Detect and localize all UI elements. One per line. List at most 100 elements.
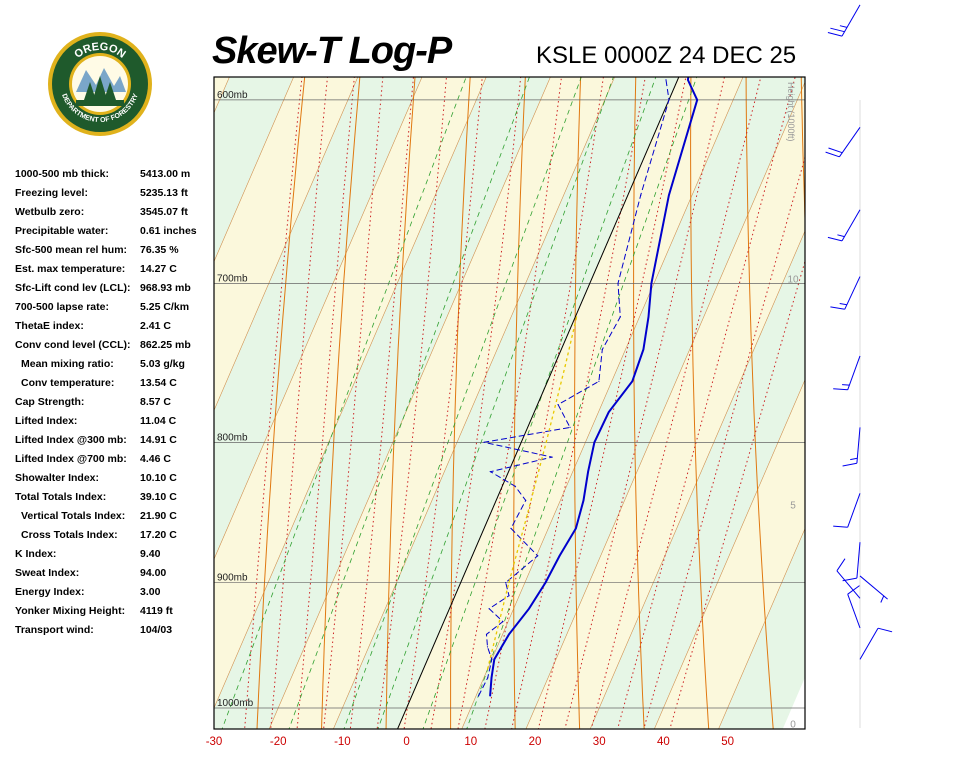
wind-barb-shaft [844,276,861,310]
temperature-point [490,677,493,679]
index-label: Lifted Index @700 mb: [15,453,127,465]
index-label: Mean mixing ratio: [21,358,114,370]
temperature-point [508,633,510,635]
isotherm-line [461,77,744,729]
wind-barb [847,585,861,629]
dewpoint-point [537,555,539,557]
temperature-tick-label: 50 [721,736,734,748]
temperature-point [575,527,577,530]
wind-barb-half [839,303,847,306]
height-axis-title: Height (1000ft) [786,82,796,142]
dewpoint-point [619,316,621,318]
dewpoint-point [551,456,553,458]
index-label: Transport wind: [15,624,94,636]
dewpoint-point [557,404,559,406]
wind-barb-half [842,384,850,386]
index-value: 0.61 inches [140,225,197,237]
dewpoint-point [483,441,485,443]
wind-barb-shaft [856,427,861,464]
freezing-isotherm [396,77,680,729]
dewpoint-point [510,527,512,530]
wind-barb [825,127,861,158]
dewpoint-point [640,194,642,196]
dewpoint-point [668,99,670,101]
temperature-point [582,499,585,501]
wind-barb-half [880,595,885,603]
index-label: Lifted Index: [15,415,78,427]
moist-adiabat [376,77,447,729]
wind-barb-full [842,462,857,467]
moist-adiabat [643,155,805,729]
moist-adiabat [349,77,414,729]
dewpoint-point [514,485,516,487]
wind-barb-half [839,25,848,28]
wind-barb [836,558,861,599]
dewpoint-point [489,471,492,473]
wind-barb-shaft [847,594,861,629]
wind-barb-shaft [856,542,861,579]
index-value: 3.00 [140,586,161,598]
wind-barb [830,276,861,310]
dewpoint-point [691,17,692,18]
index-label: Freezing level: [15,187,88,199]
parcel-point [576,316,578,318]
parcel-point [545,441,547,443]
index-label: Yonker Mixing Height: [15,605,126,617]
isotherm-line [268,77,551,729]
height-tick-label: 0 [790,719,796,730]
index-value: 862.25 mb [140,339,191,351]
temperature-point [668,194,670,196]
wind-barb-shaft [841,4,861,37]
index-label: Vertical Totals Index: [21,510,126,522]
svg-text:OREGON: OREGON [72,41,127,61]
isotherm-band [214,77,551,729]
height-tick-label: 10 [787,274,799,285]
wind-barb-full [828,147,843,154]
wind-barb-full [836,558,846,572]
index-label: Sweat Index: [15,567,80,579]
dry-adiabat [800,77,805,232]
plot-frame [213,76,806,730]
index-value: 104/03 [140,624,173,636]
mixing-ratio-line [288,77,530,729]
index-value: 968.93 mb [140,282,191,294]
dewpoint-point [665,79,667,81]
temperature-point [650,282,653,284]
temperature-point [687,79,689,81]
dry-adiabat [852,0,960,768]
index-value: 17.20 C [140,529,177,541]
temperature-point [696,99,698,101]
isotherm-line [214,77,487,709]
isotherm-band [397,77,744,729]
wind-barb-shaft [847,493,861,528]
wind-barb-full [827,32,843,37]
wind-barb-full [847,585,860,595]
dewpoint-point [485,633,488,635]
isobar-label: 900mb [217,573,248,584]
chart-title: Skew-T Log-P [212,30,452,72]
index-value: 9.40 [140,548,161,560]
temperature-tick-label: 0 [403,736,409,748]
moist-adiabat [590,77,762,729]
isotherm-line [214,77,423,560]
index-label: Conv temperature: [21,377,115,389]
temperature-point [647,316,650,318]
wind-barb-full [877,627,893,633]
temperature-point [528,608,530,610]
index-value: 14.27 C [140,263,177,275]
dewpoint-point [508,595,510,597]
dewpoint-point [486,646,489,648]
temperature-point [559,555,561,557]
wind-barb [842,542,861,582]
wind-barb [827,209,861,242]
wind-barb-shaft [836,570,861,599]
index-label: Cross Totals Index: [21,529,118,541]
dewpoint-point [477,695,480,697]
temperature-point [642,348,645,351]
isotherm-line [589,230,805,729]
wind-barb-shaft [847,355,861,390]
mixing-ratio-line [377,77,614,729]
index-label: Est. max temperature: [15,263,126,275]
moist-adiabat [617,77,796,729]
